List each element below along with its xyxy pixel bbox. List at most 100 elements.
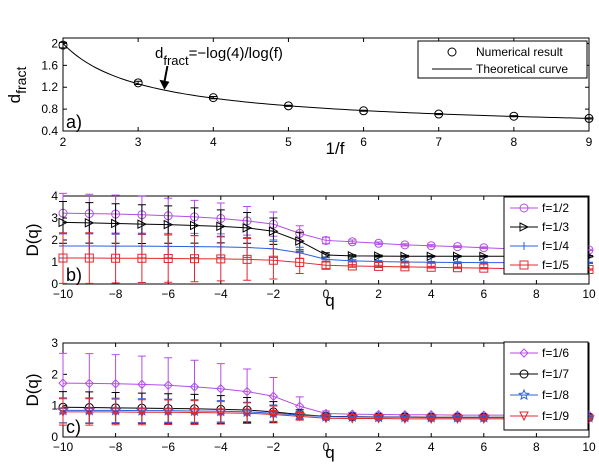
data-point xyxy=(58,378,68,388)
x-tick-label: 8 xyxy=(533,440,540,454)
data-point xyxy=(163,380,173,391)
panel-letter: a) xyxy=(66,112,82,132)
x-tick-label: 4 xyxy=(428,287,435,301)
data-point xyxy=(242,408,252,419)
data-point xyxy=(137,219,148,229)
data-point xyxy=(478,414,489,424)
x-tick-label: −4 xyxy=(214,287,228,301)
error-bar xyxy=(209,96,218,100)
data-point xyxy=(110,407,121,418)
data-point xyxy=(190,220,200,231)
data-point xyxy=(190,254,199,264)
formula-sub: fract xyxy=(163,53,189,68)
arrow-shaft xyxy=(163,65,169,82)
legend-symbol xyxy=(447,47,457,57)
data-point xyxy=(452,414,463,424)
series-line xyxy=(62,212,589,251)
data-point xyxy=(400,262,410,272)
x-tick-label: 3 xyxy=(135,135,142,149)
y-tick-label: 2 xyxy=(51,36,58,50)
y-tick-label: 0 xyxy=(51,430,58,444)
legend-label: f=1/6 xyxy=(542,346,569,360)
data-point xyxy=(321,235,331,245)
data-point xyxy=(84,378,95,389)
series-line xyxy=(63,257,590,270)
data-point xyxy=(374,261,384,271)
data-point xyxy=(189,408,200,418)
data-point xyxy=(347,414,358,424)
x-tick-label: 6 xyxy=(360,135,367,149)
data-point xyxy=(434,109,444,119)
data-point xyxy=(295,257,305,267)
data-point xyxy=(163,407,174,418)
legend-label: f=1/4 xyxy=(542,239,569,253)
data-point xyxy=(283,101,293,111)
legend-label: f=1/3 xyxy=(542,220,569,234)
data-point xyxy=(347,237,357,247)
data-point xyxy=(242,386,252,397)
data-point xyxy=(479,251,489,262)
data-point xyxy=(374,257,383,266)
y-tick-label: 1.6 xyxy=(41,58,58,72)
legend-symbol xyxy=(518,388,530,401)
series-line xyxy=(62,382,589,416)
data-point xyxy=(268,226,279,237)
data-point xyxy=(268,391,279,401)
x-tick-label: 6 xyxy=(480,440,487,454)
data-point xyxy=(58,217,69,228)
y-tick-label: 3 xyxy=(51,211,58,225)
data-point xyxy=(426,414,437,424)
data-point xyxy=(216,254,226,264)
y-axis-label: D(q) xyxy=(23,373,42,406)
data-point xyxy=(453,263,462,273)
legend-symbol xyxy=(519,203,529,213)
x-tick-label: −8 xyxy=(109,287,123,301)
y-axis-label-main: d xyxy=(5,94,24,103)
legend-box xyxy=(503,341,589,431)
data-point xyxy=(111,218,121,229)
data-point xyxy=(84,218,95,228)
data-point xyxy=(373,414,384,424)
y-tick-label: 2 xyxy=(51,367,58,381)
data-point xyxy=(400,240,410,250)
data-point xyxy=(137,407,147,418)
data-point xyxy=(58,407,68,418)
x-tick-label: 8 xyxy=(533,287,540,301)
x-tick-label: 10 xyxy=(582,440,596,454)
data-point xyxy=(84,407,95,418)
x-tick-label: 4 xyxy=(210,135,217,149)
data-point xyxy=(400,414,410,424)
panel-1: 2 3 4 5 6 7 8 90.40.81.21.621/fdfracta)dfract=−… xyxy=(5,36,594,158)
x-tick-label: 0 xyxy=(323,440,330,454)
data-point xyxy=(359,106,369,116)
data-point xyxy=(453,242,462,252)
error-bar xyxy=(134,80,143,85)
x-tick-label: 5 xyxy=(285,135,292,149)
legend: f=1/6 f=1/7 f=1/8 f=1/9 xyxy=(503,341,589,431)
data-point xyxy=(215,408,226,418)
x-tick-label: 2 xyxy=(60,135,67,149)
data-point xyxy=(133,78,143,88)
x-tick-label: −2 xyxy=(267,440,281,454)
error-bar xyxy=(585,117,593,120)
data-point xyxy=(509,111,519,121)
data-point xyxy=(479,258,488,267)
x-tick-label: −6 xyxy=(161,287,175,301)
legend-label: Theoretical curve xyxy=(476,62,568,76)
y-tick-label: 0 xyxy=(51,277,58,291)
y-tick-label: 4 xyxy=(51,189,58,203)
legend-symbol xyxy=(519,411,529,422)
y-tick-label: 1 xyxy=(51,255,58,269)
formula-rest: =−log(4)/log(f) xyxy=(189,45,283,62)
x-tick-label: −2 xyxy=(267,287,281,301)
x-tick-label: −10 xyxy=(53,287,74,301)
x-tick-label: 2 xyxy=(375,440,382,454)
x-tick-label: −4 xyxy=(214,440,228,454)
y-tick-label: 3 xyxy=(51,336,58,350)
plot-area xyxy=(58,40,594,123)
data-point xyxy=(400,258,409,266)
x-tick-label: −10 xyxy=(53,440,74,454)
x-tick-label: 9 xyxy=(586,135,593,149)
x-tick-label: 10 xyxy=(582,287,596,301)
